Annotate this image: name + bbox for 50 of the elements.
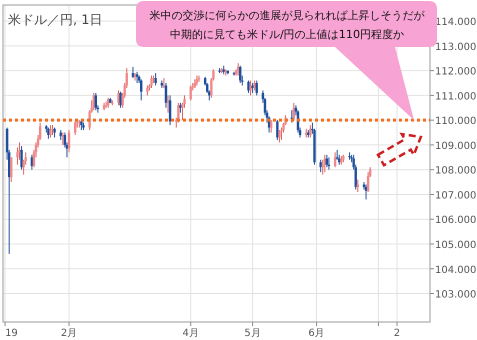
- x-tick-label: 2: [394, 328, 400, 339]
- candlestick: [256, 80, 258, 96]
- annotation: 中期的に見ても米ドル/円の上値は110円程度か: [170, 28, 404, 41]
- y-tick-label: 114.000: [435, 17, 476, 28]
- y-tick-label: 106.000: [435, 215, 476, 226]
- candlestick: [190, 84, 192, 101]
- candlestick: [168, 94, 172, 126]
- candlestick: [292, 102, 296, 121]
- candlestick: [62, 132, 64, 146]
- candlestick: [239, 65, 242, 84]
- candlestick: [140, 78, 142, 101]
- y-tick-label: 111.000: [435, 91, 476, 102]
- candlestick: [60, 130, 62, 140]
- candlestick: [53, 127, 56, 138]
- y-tick-label: 108.000: [435, 166, 476, 177]
- candlestick: [107, 97, 110, 108]
- candlestick: [322, 159, 324, 176]
- x-tick-label: 5月: [244, 328, 261, 339]
- y-tick-label: 103.000: [435, 290, 476, 301]
- candlestick: [74, 120, 76, 136]
- candlestick: [309, 124, 312, 138]
- x-tick-label: 4月: [182, 328, 199, 339]
- y-tick-label: 107.000: [435, 190, 476, 202]
- x-tick-label: 6月: [308, 328, 325, 339]
- text: 米ドル／円, 1日: [8, 13, 103, 28]
- candlestick: [356, 179, 359, 192]
- y-tick-label: 112.000: [435, 66, 476, 78]
- candlestick: [94, 92, 98, 111]
- candlestick: [16, 146, 19, 166]
- y-tick-label: 109.000: [435, 140, 476, 152]
- candlestick: [20, 146, 23, 170]
- y-tick-label: 113.000: [435, 42, 476, 53]
- candlestick: [179, 102, 182, 114]
- candlestick: [328, 156, 330, 170]
- candlestick: [326, 154, 328, 168]
- x-tick-label: 19: [5, 328, 18, 339]
- y-tick-label: 105.000: [435, 240, 476, 251]
- y-tick-label: 104.000: [435, 264, 476, 276]
- candlestick: [276, 120, 279, 140]
- candlestick: [338, 154, 340, 166]
- candlestick: [278, 130, 281, 143]
- candlestick: [162, 78, 166, 88]
- candlestick: [10, 156, 12, 183]
- x-tick-label: 2月: [60, 328, 78, 339]
- candlestick: [49, 124, 52, 138]
- candlestick: [270, 120, 272, 134]
- candlestick: [334, 152, 336, 168]
- annotation: 米中の交渉に何らかの進展が見られれば上昇しそうだが: [150, 9, 426, 22]
- y-tick-label: 110.000: [435, 116, 476, 128]
- callout: 米中の交渉に何らかの進展が見られれば上昇しそうだが 中期的に見ても米ドル/円の上値は110円程度か: [136, 1, 437, 120]
